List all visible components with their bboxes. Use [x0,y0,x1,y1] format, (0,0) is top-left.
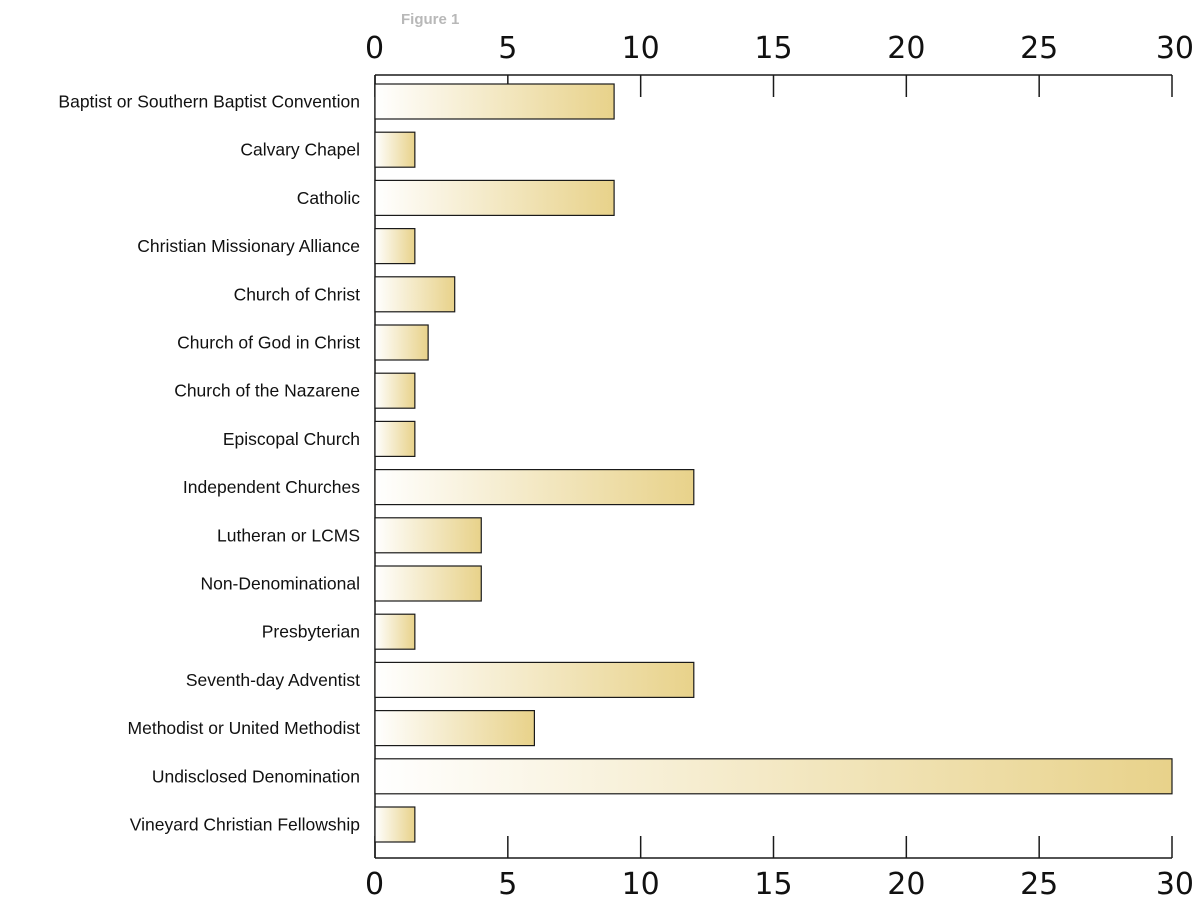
category-label: Vineyard Christian Fellowship [130,815,360,835]
bar [374,420,416,457]
bar [374,565,482,602]
bar [374,613,416,650]
bottom-tick-label: 10 [622,867,660,899]
top-tick-label: 15 [754,31,792,66]
category-label: Methodist or United Methodist [128,718,361,738]
bottom-tick-label: 25 [1020,867,1058,899]
top-tick-label: 0 [365,31,384,66]
top-tick-label: 30 [1156,31,1194,66]
bar [374,517,482,554]
bar [374,324,429,361]
category-label: Lutheran or LCMS [217,525,360,545]
category-label: Catholic [297,188,360,208]
category-label: Church of God in Christ [177,333,360,353]
category-label: Church of Christ [234,284,361,304]
category-label: Undisclosed Denomination [152,766,360,786]
bar [374,709,535,747]
bar [374,758,1173,795]
top-tick-label: 5 [498,31,517,66]
bottom-tick-label: 20 [887,867,925,899]
bottom-tick-label: 5 [498,867,517,899]
bottom-tick-label: 0 [365,867,384,899]
bar [374,372,416,409]
bar [374,179,615,216]
category-label: Non-Denominational [200,574,360,594]
category-label: Calvary Chapel [240,140,360,160]
bottom-tick-label: 30 [1156,867,1194,899]
category-label: Christian Missionary Alliance [137,236,360,256]
bar [374,469,695,506]
figure-label: Figure 1 [401,11,459,28]
bar [374,228,416,265]
category-labels: Baptist or Southern Baptist Convention Ca… [58,92,360,835]
top-tick-label: 25 [1020,31,1058,66]
bar [374,83,615,120]
category-label: Presbyterian [262,622,360,642]
bar [374,661,695,699]
category-label: Baptist or Southern Baptist Convention [58,92,360,112]
bottom-tick-label: 15 [754,867,792,899]
category-label: Independent Churches [183,477,360,497]
top-tick-label: 10 [622,31,660,66]
tick-labels: 0 0 5 5 10 10 15 15 20 20 25 25 30 30 [365,31,1194,899]
category-label: Church of the Nazarene [174,381,360,401]
category-label: Seventh-day Adventist [186,670,360,690]
bar [374,276,456,313]
bars [374,83,1173,843]
category-label: Episcopal Church [223,429,360,449]
bar [374,806,416,843]
bar [374,131,416,168]
top-tick-label: 20 [887,31,925,66]
